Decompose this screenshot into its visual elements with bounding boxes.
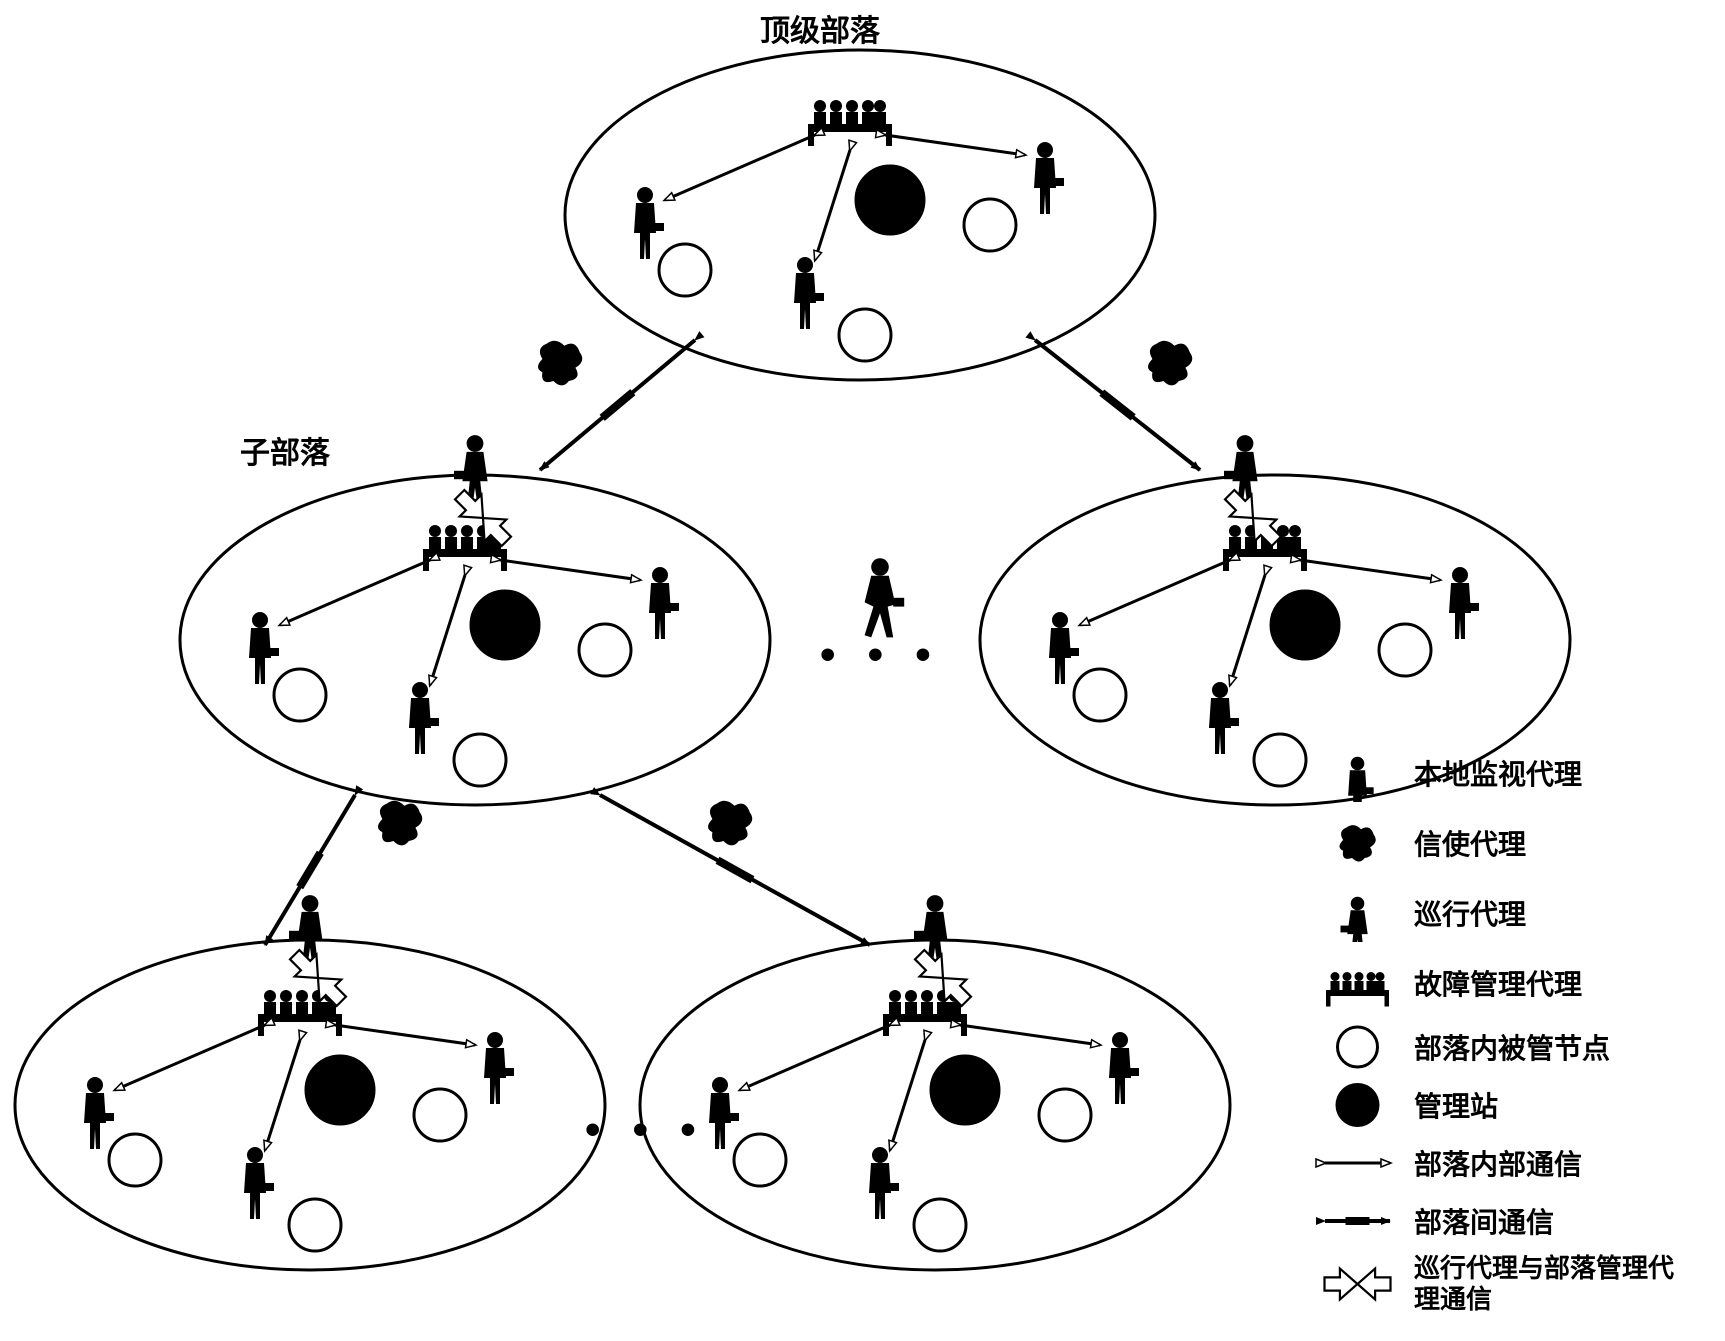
diagram-stage: 顶级部落 子部落 本地监视代理信使代理巡行代理故障管理代理部落内被管节点管理站部… (0, 0, 1725, 1341)
managed-node (964, 199, 1016, 251)
local-agent-icon (1315, 741, 1400, 805)
legend-text: 故障管理代理 (1414, 963, 1582, 1003)
legend-row-fault-mgr: 故障管理代理 (1315, 951, 1705, 1015)
mgr-station-icon (1315, 1079, 1400, 1131)
legend-text: 部落内被管节点 (1414, 1027, 1610, 1067)
legend-row-local-agent: 本地监视代理 (1315, 741, 1705, 805)
mgr-station (1270, 590, 1340, 660)
legend-row-patrol-agent: 巡行代理 (1315, 881, 1705, 945)
managed-node (414, 1089, 466, 1141)
patrol-comm-icon (1315, 1258, 1400, 1310)
managed-node (914, 1199, 966, 1251)
mgr-station (470, 590, 540, 660)
legend-row-messenger: 信使代理 (1315, 811, 1705, 875)
mgr-station (305, 1055, 375, 1125)
legend-row-managed-node: 部落内被管节点 (1315, 1021, 1705, 1073)
intra-comm-icon (1315, 1137, 1400, 1189)
legend-text: 巡行代理与部落管理代理通信 (1414, 1253, 1694, 1315)
managed-node (454, 734, 506, 786)
top-tribe-label: 顶级部落 (760, 6, 880, 50)
messenger-icon (1315, 811, 1400, 875)
legend-text: 巡行代理 (1414, 893, 1526, 933)
tribe-botL (15, 940, 605, 1270)
legend-text: 部落间通信 (1414, 1201, 1554, 1241)
managed-node (1039, 1089, 1091, 1141)
managed-node-icon (1315, 1021, 1400, 1073)
legend-text: 管理站 (1414, 1085, 1498, 1125)
legend-panel: 本地监视代理信使代理巡行代理故障管理代理部落内被管节点管理站部落内部通信部落间通… (1315, 741, 1705, 1321)
sub-tribe-label: 子部落 (240, 428, 330, 472)
managed-node (1074, 669, 1126, 721)
managed-node (109, 1134, 161, 1186)
legend-row-intra-comm: 部落内部通信 (1315, 1137, 1705, 1189)
managed-node (1379, 624, 1431, 676)
tribe-botR (640, 940, 1230, 1270)
legend-row-patrol-comm: 巡行代理与部落管理代理通信 (1315, 1253, 1705, 1315)
ellipsis-dots: • • • (585, 1105, 706, 1155)
legend-row-inter-comm: 部落间通信 (1315, 1195, 1705, 1247)
managed-node (839, 309, 891, 361)
legend-text: 本地监视代理 (1414, 753, 1582, 793)
mgr-station (855, 165, 925, 235)
managed-node (579, 624, 631, 676)
tribe-midL (180, 475, 770, 805)
managed-node (274, 669, 326, 721)
legend-text: 部落内部通信 (1414, 1143, 1582, 1183)
managed-node (1254, 734, 1306, 786)
patrol-agent-icon (1315, 881, 1400, 945)
managed-node (659, 244, 711, 296)
legend-text: 信使代理 (1414, 823, 1526, 863)
tribe-top (565, 50, 1155, 380)
fault-mgr-icon (1315, 951, 1400, 1015)
ellipsis-dots: • • • (820, 630, 941, 680)
managed-node (289, 1199, 341, 1251)
managed-node (734, 1134, 786, 1186)
legend-row-mgr-station: 管理站 (1315, 1079, 1705, 1131)
mgr-station (930, 1055, 1000, 1125)
inter-comm-icon (1315, 1195, 1400, 1247)
